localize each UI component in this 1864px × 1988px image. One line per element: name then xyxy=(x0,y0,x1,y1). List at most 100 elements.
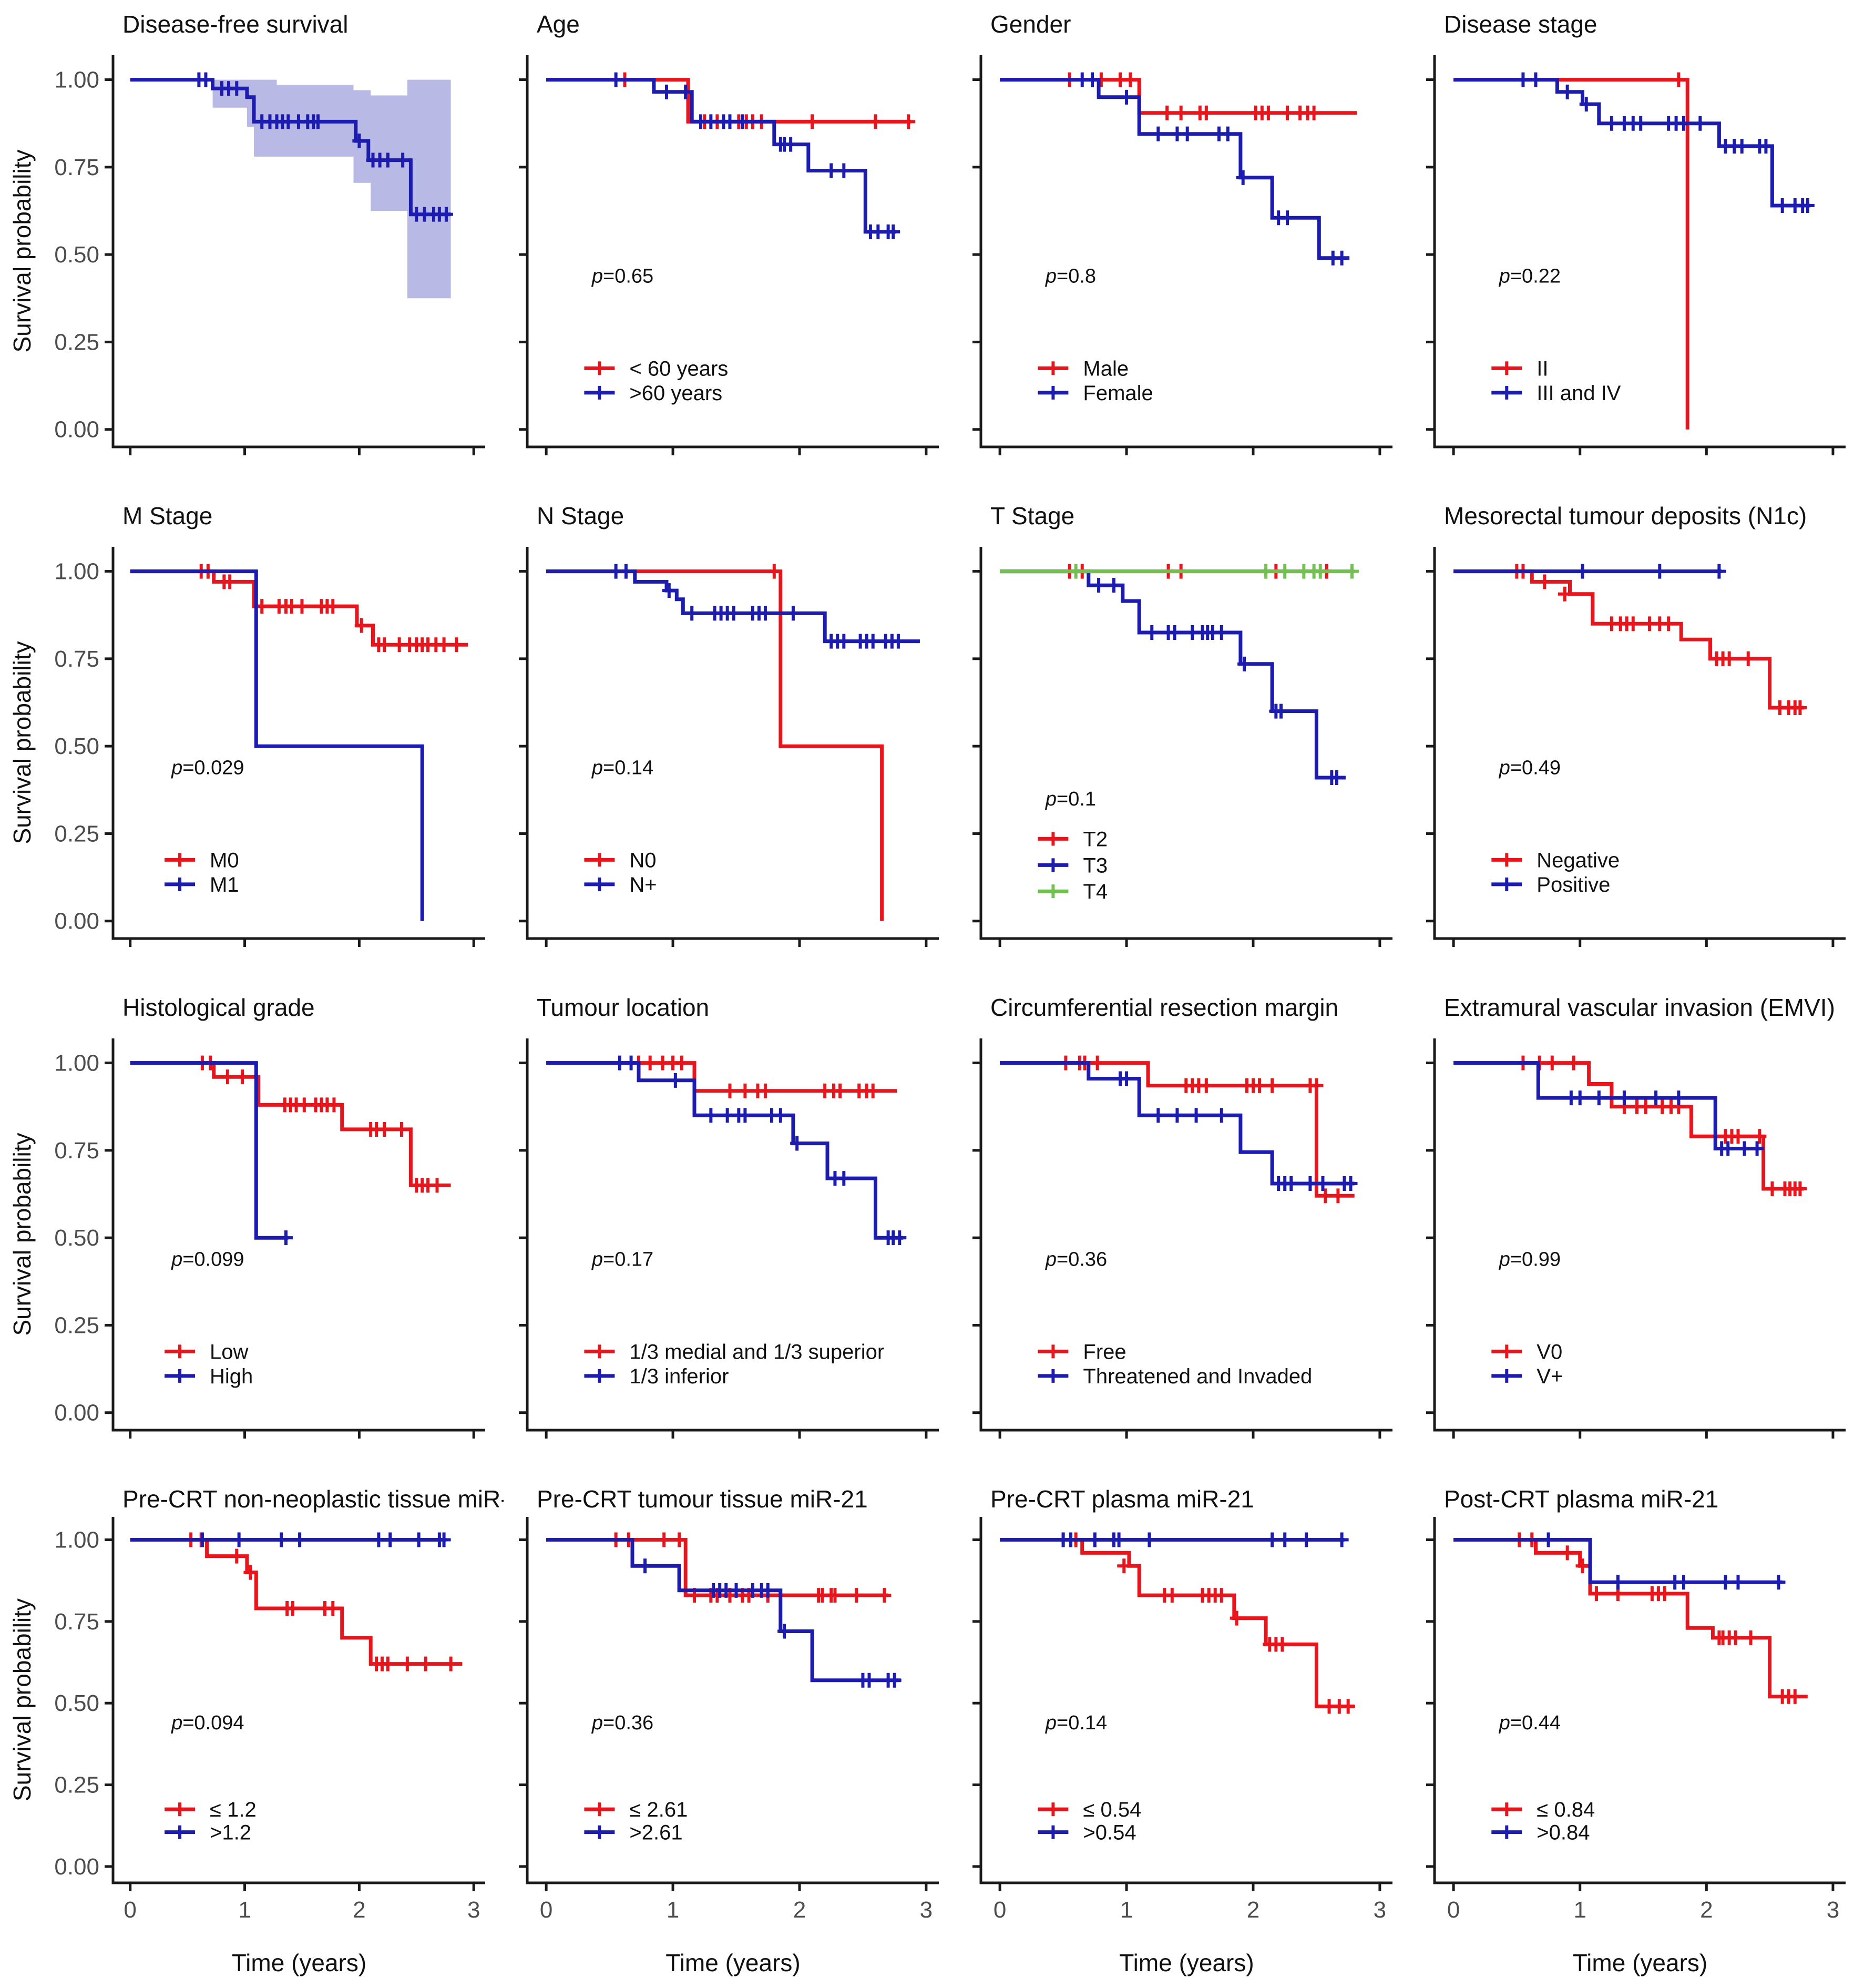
censor-mark xyxy=(352,133,366,148)
legend-label: III and IV xyxy=(1537,382,1621,405)
legend-label: ≤ 2.61 xyxy=(629,1798,688,1821)
legend-label: T3 xyxy=(1083,854,1108,877)
km-curve-red xyxy=(546,1061,897,1093)
censor-mark xyxy=(729,1583,743,1598)
km-plot-svg-10: Circumferential resection margin p=0.36 Fr… xyxy=(972,994,1392,1439)
y-tick-label: 0.25 xyxy=(54,1772,99,1798)
km-curve-red xyxy=(1453,78,1689,430)
panel-title: M Stage xyxy=(122,502,212,529)
y-axis-label: Survival probability xyxy=(8,1598,36,1801)
censor-mark xyxy=(412,1532,426,1547)
censor-mark xyxy=(232,1532,246,1547)
censor-mark xyxy=(1573,1090,1587,1106)
censor-mark xyxy=(223,574,237,589)
legend-label: ≤ 0.54 xyxy=(1083,1798,1141,1821)
censor-mark xyxy=(1344,1176,1358,1191)
legend-label: V+ xyxy=(1537,1365,1563,1388)
legend-label: High xyxy=(210,1365,253,1388)
km-plot-svg-4: 0.00 0.25 0.50 0.75 1.00 M Stage Survival prob… xyxy=(8,502,485,947)
censor-mark xyxy=(1281,105,1295,120)
legend-entry: >1.2 xyxy=(165,1821,251,1844)
x-axis-label: Time (years) xyxy=(1119,1949,1254,1976)
x-tick-label: 1 xyxy=(238,1897,251,1923)
panel-title: Circumferential resection margin xyxy=(990,994,1338,1021)
km-plot-svg-5: N Stage p=0.14 N0N+ xyxy=(519,502,939,947)
km-curve-blue xyxy=(546,78,896,234)
y-tick-label: 0.00 xyxy=(54,417,99,443)
legend-label: Low xyxy=(210,1340,248,1363)
censor-mark xyxy=(1538,574,1552,589)
censor-mark xyxy=(1180,126,1194,141)
censor-mark xyxy=(1541,1532,1555,1547)
censor-mark xyxy=(1189,1108,1203,1123)
km-panel-11: Extramural vascular invasion (EMVI) p=0.9… xyxy=(1411,983,1864,1475)
censor-mark xyxy=(437,637,451,653)
censor-mark xyxy=(326,1601,340,1616)
censor-mark xyxy=(1341,1699,1355,1714)
censor-mark xyxy=(1335,1532,1349,1547)
panel-title: Pre-CRT plasma miR-21 xyxy=(990,1485,1254,1513)
censor-mark xyxy=(220,1069,234,1085)
censor-mark xyxy=(837,634,851,649)
censor-mark xyxy=(1261,105,1275,120)
legend-entry: ≤ 0.84 xyxy=(1491,1798,1595,1821)
censor-mark xyxy=(230,1548,244,1564)
censor-mark xyxy=(1214,1588,1228,1603)
km-plot-svg-7: Mesorectal tumour deposits (N1c) p=0.49 Ne… xyxy=(1426,502,1846,947)
y-tick-label: 0.50 xyxy=(54,242,99,268)
censor-mark xyxy=(1069,564,1083,579)
km-curve-blue xyxy=(1000,1061,1355,1186)
censor-mark xyxy=(418,1656,433,1671)
censor-mark xyxy=(327,1097,341,1113)
legend-entry: >0.54 xyxy=(1038,1821,1136,1844)
km-curve-blue xyxy=(546,1061,904,1240)
censor-mark xyxy=(1335,250,1349,266)
censor-mark xyxy=(1092,578,1106,593)
legend-label: T2 xyxy=(1083,828,1108,851)
legend-entry: Positive xyxy=(1491,873,1610,896)
censor-mark xyxy=(1170,1108,1184,1123)
legend-label: Negative xyxy=(1537,849,1620,872)
p-value: p=0.14 xyxy=(1045,1712,1107,1734)
censor-mark xyxy=(439,207,453,222)
km-plot-svg-9: Tumour location p=0.17 1/3 medial and 1/3 … xyxy=(519,994,939,1439)
legend-label: V0 xyxy=(1537,1340,1562,1363)
censor-mark xyxy=(758,606,772,621)
censor-mark xyxy=(1316,1176,1330,1191)
km-panel-10: Circumferential resection margin p=0.36 Fr… xyxy=(957,983,1411,1475)
km-curve-red xyxy=(130,1538,463,1666)
axis-spines xyxy=(526,1038,939,1432)
axis-spines xyxy=(526,1517,939,1884)
y-axis-label: Survival probability xyxy=(8,641,36,844)
km-plot-svg-13: 0 1 2 3 Pre-CRT tumour tissue miR-21 Time (ye… xyxy=(519,1485,939,1976)
censor-mark xyxy=(381,1656,395,1671)
censor-mark xyxy=(1589,1586,1603,1602)
censor-mark xyxy=(1693,116,1707,131)
censor-mark xyxy=(1653,564,1667,579)
p-value: p=0.65 xyxy=(591,265,653,287)
legend-entry: ≤ 1.2 xyxy=(165,1798,257,1821)
y-tick-label: 0.75 xyxy=(54,646,99,672)
y-axis-label: Survival probability xyxy=(8,1133,36,1335)
censor-mark xyxy=(1657,1586,1672,1602)
km-panel-2: Gender p=0.8 Male Female xyxy=(957,0,1411,492)
censor-mark xyxy=(784,137,798,152)
panel-title: Age xyxy=(537,11,580,38)
y-tick-label: 1.00 xyxy=(54,67,99,93)
legend-label: ≤ 1.2 xyxy=(210,1798,257,1821)
censor-mark xyxy=(383,1532,397,1547)
x-axis-label: Time (years) xyxy=(665,1949,800,1976)
panel-title: Gender xyxy=(990,11,1071,38)
y-tick-label: 0.75 xyxy=(54,155,99,180)
y-tick-label: 0.25 xyxy=(54,329,99,355)
censor-mark xyxy=(862,1673,876,1688)
censor-mark xyxy=(230,81,244,96)
censor-mark xyxy=(1090,1055,1104,1071)
censor-mark xyxy=(1575,564,1590,579)
censor-mark xyxy=(1677,116,1691,131)
legend-label: Free xyxy=(1083,1340,1126,1363)
x-tick-label: 2 xyxy=(353,1897,365,1923)
censor-mark xyxy=(786,606,800,621)
km-curve-blue xyxy=(1000,78,1350,260)
censor-mark xyxy=(790,1136,804,1151)
